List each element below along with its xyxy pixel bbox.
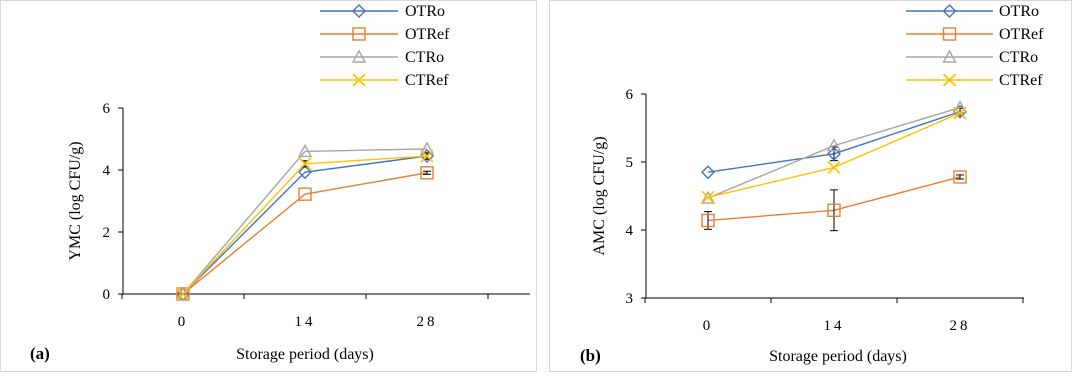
chart-panel-a: 0 2 4 6 0 14 28 Storage period (days) YMC (log C… <box>30 3 530 363</box>
data-point <box>175 286 191 300</box>
x-tick-label: 14 <box>295 314 316 330</box>
series-line <box>182 155 428 295</box>
legend-marker <box>942 27 957 41</box>
legend-marker <box>351 49 367 63</box>
x-tick-label: 28 <box>417 314 438 330</box>
data-point <box>953 106 967 120</box>
series-CTRo <box>175 141 435 300</box>
error-bar <box>956 174 964 180</box>
x-tick-label: 0 <box>703 318 714 334</box>
y-axis-label: YMC (log CFU/g) <box>67 141 84 260</box>
series-CTRef <box>176 149 434 301</box>
legend-item-CTRo: CTRo <box>906 49 1038 66</box>
legend-marker <box>352 4 366 18</box>
error-bar <box>830 189 838 232</box>
y-tick-label: 6 <box>626 87 634 103</box>
legend-marker <box>352 73 366 87</box>
data-point <box>701 190 715 204</box>
legend-item-OTRo: OTRo <box>906 3 1039 20</box>
legend-label: OTRo <box>999 3 1039 20</box>
legend: OTRo OTRef CTRo CTRef <box>320 3 450 89</box>
data-point <box>827 203 841 217</box>
data-point <box>298 187 312 201</box>
legend-label: OTRo <box>405 3 445 20</box>
data-point <box>701 165 715 180</box>
data-point <box>298 157 312 171</box>
legend-marker <box>942 4 957 18</box>
data-point <box>826 138 842 152</box>
x-axis-label: Storage period (days) <box>769 348 907 365</box>
data-point <box>420 166 434 180</box>
series-line <box>182 172 428 295</box>
series-OTRo <box>176 149 434 301</box>
legend-item-CTRo: CTRo <box>320 49 444 66</box>
legend-item-OTRef: OTRef <box>320 26 450 43</box>
legend-label: CTRo <box>999 49 1038 66</box>
data-point <box>297 143 313 158</box>
error-bar <box>423 170 431 175</box>
legend-marker <box>942 73 957 87</box>
legend-label: CTRef <box>405 72 449 89</box>
series-line <box>707 106 961 199</box>
x-axis-label: Storage period (days) <box>236 346 374 363</box>
legend-item-OTRo: OTRo <box>320 3 445 20</box>
data-point <box>298 165 312 180</box>
series-OTRef <box>701 170 967 232</box>
legend-marker <box>352 27 366 41</box>
series-line <box>707 111 961 173</box>
legend: OTRo OTRef CTRo CTRef <box>906 3 1044 89</box>
legend-item-CTRef: CTRef <box>906 72 1043 89</box>
legend-label: OTRef <box>405 26 450 43</box>
y-tick-label: 0 <box>103 287 111 303</box>
series-line <box>182 148 428 295</box>
data-point <box>701 213 715 228</box>
chart-panel-b: 3 4 5 6 0 14 28 Storage period (days) AMC (log C… <box>580 3 1044 365</box>
series-line <box>182 155 428 295</box>
legend-label: CTRef <box>999 72 1043 89</box>
data-point <box>827 160 841 175</box>
series-OTRef <box>176 166 434 301</box>
x-tick-label: 0 <box>178 314 189 330</box>
y-tick-label: 4 <box>626 223 634 239</box>
data-point <box>176 287 190 301</box>
legend-marker <box>942 49 957 63</box>
legend-item-OTRef: OTRef <box>906 26 1044 43</box>
x-tick-label: 28 <box>950 318 971 334</box>
series-CTRef <box>701 106 967 204</box>
legend-item-CTRef: CTRef <box>320 72 449 89</box>
panel-label: (a) <box>30 344 50 363</box>
panel-b-frame <box>549 0 1072 372</box>
data-point <box>953 170 967 184</box>
panel-label: (b) <box>580 346 601 365</box>
data-point <box>827 146 841 161</box>
y-axis-label: AMC (log CFU/g) <box>591 136 608 255</box>
data-point <box>700 190 716 204</box>
y-tick-label: 5 <box>626 155 634 171</box>
y-tick-label: 6 <box>103 101 111 117</box>
y-tick-label: 3 <box>626 291 634 307</box>
y-tick-label: 2 <box>103 225 111 241</box>
legend-label: CTRo <box>405 49 444 66</box>
legend-label: OTRef <box>999 26 1044 43</box>
y-tick-label: 4 <box>103 163 111 179</box>
x-tick-label: 14 <box>824 318 845 334</box>
data-point <box>420 149 434 163</box>
